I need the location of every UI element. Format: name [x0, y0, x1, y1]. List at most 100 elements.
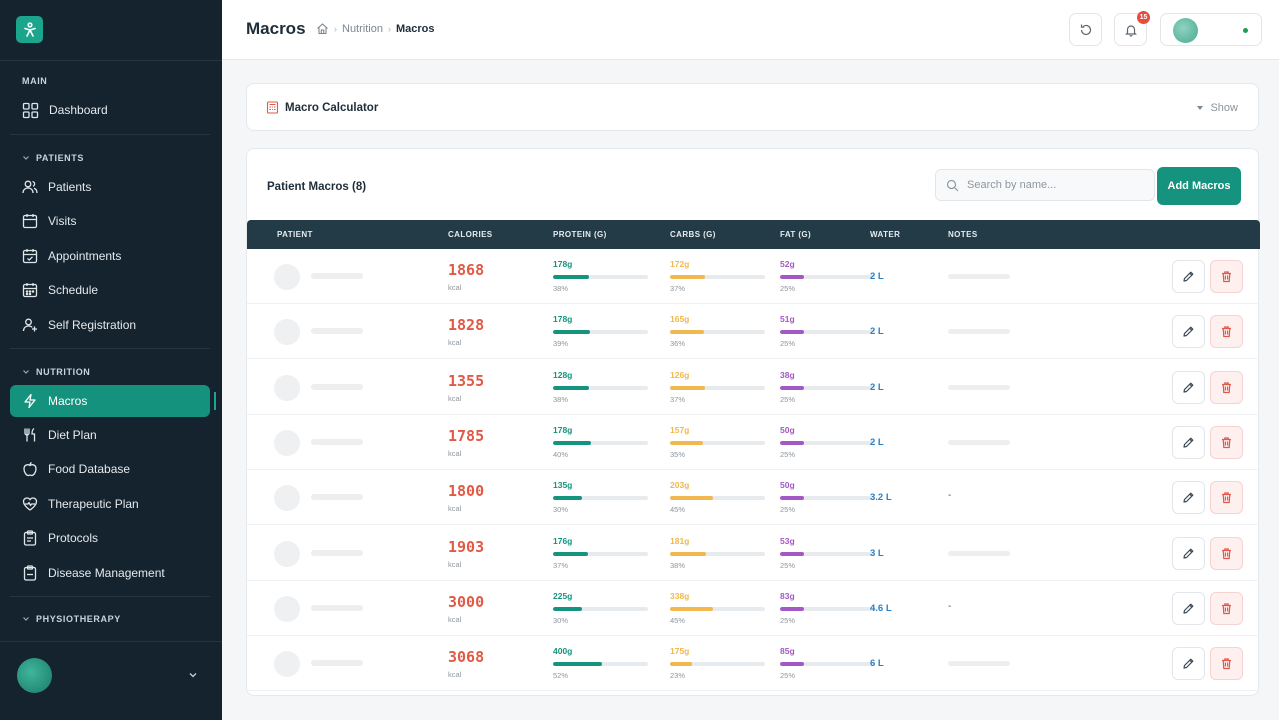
users-icon	[22, 180, 38, 194]
top-bar: Macros › Nutrition › Macros	[222, 0, 1279, 60]
table-row[interactable]: 1785 kcal 178g 40% 157g 35% 50g 25% 2 L	[247, 415, 1260, 470]
table-row[interactable]: 1828 kcal 178g 39% 165g 36% 51g 25% 2 L	[247, 304, 1260, 360]
protein-cell: 178g 40%	[553, 425, 648, 459]
carbs-percent: 23%	[670, 671, 686, 681]
carbs-bar-fill	[670, 440, 704, 445]
patient-name-placeholder	[311, 604, 363, 611]
delete-button[interactable]	[1210, 425, 1243, 459]
edit-button[interactable]	[1172, 647, 1205, 681]
fat-value: 38g	[780, 369, 795, 380]
calories-value: 1903	[448, 537, 485, 556]
home-icon[interactable]	[316, 22, 329, 35]
edit-button[interactable]	[1172, 370, 1205, 404]
protein-cell: 400g 52%	[553, 646, 648, 680]
carbs-bar	[670, 662, 765, 667]
sidebar-item-macros[interactable]: Macros	[10, 385, 210, 417]
protein-cell: 135g 30%	[553, 480, 648, 514]
sidebar-item-label: Schedule	[48, 283, 99, 297]
delete-button[interactable]	[1210, 481, 1243, 515]
edit-button[interactable]	[1172, 536, 1205, 570]
edit-button[interactable]	[1172, 481, 1205, 515]
fat-percent: 25%	[780, 449, 796, 459]
carbs-cell: 203g 45%	[670, 480, 765, 514]
section-physiotherapy[interactable]: PHYSIOTHERAPY	[22, 614, 121, 624]
protein-cell: 128g 38%	[553, 370, 648, 404]
search-box[interactable]	[935, 169, 1155, 201]
app-logo[interactable]	[16, 16, 43, 43]
protein-bar-fill	[553, 551, 589, 556]
notifications-button[interactable]	[1114, 13, 1147, 46]
edit-button[interactable]	[1172, 591, 1205, 625]
table-row[interactable]: 1903 kcal 176g 37% 181g 38% 53g 25% 3 L	[247, 526, 1260, 581]
macro-calculator-card: Macro Calculator Show	[246, 83, 1259, 131]
sidebar-item-self-registration[interactable]: Self Registration	[10, 309, 210, 341]
sidebar-item-dashboard[interactable]: Dashboard	[10, 94, 210, 126]
water-value: 3 L	[870, 547, 884, 559]
sidebar-item-label: Therapeutic Plan	[48, 497, 139, 511]
user-menu[interactable]	[1160, 13, 1262, 46]
fat-bar	[780, 606, 875, 611]
water-value: 2 L	[870, 436, 884, 448]
column-header-notes[interactable]: NOTES	[948, 230, 978, 239]
protein-cell: 178g 38%	[553, 259, 648, 293]
fat-cell: 85g 25%	[780, 646, 875, 680]
sidebar-item-diet-plan[interactable]: Diet Plan	[10, 419, 210, 451]
refresh-button[interactable]	[1069, 13, 1102, 46]
carbs-bar-fill	[670, 275, 706, 279]
column-header-calories[interactable]: CALORIES	[448, 230, 493, 239]
calories-unit: kcal	[448, 670, 462, 680]
carbs-percent: 36%	[670, 339, 686, 349]
sidebar-item-therapeutic-plan[interactable]: Therapeutic Plan	[10, 488, 210, 520]
carbs-percent: 37%	[670, 284, 686, 293]
edit-button[interactable]	[1172, 260, 1205, 293]
table-row[interactable]: 3000 kcal 225g 30% 338g 45% 83g 25% 4.6 L -	[247, 581, 1260, 636]
notes-placeholder	[948, 329, 1010, 335]
table-row[interactable]: 3068 kcal 400g 52% 175g 23% 85g 25% 6 L	[247, 636, 1260, 692]
section-main: MAIN	[22, 76, 47, 86]
delete-button[interactable]	[1210, 536, 1243, 570]
section-nutrition[interactable]: NUTRITION	[22, 367, 90, 377]
bell-icon	[1124, 24, 1137, 37]
section-patients[interactable]: PATIENTS	[22, 153, 84, 163]
delete-button[interactable]	[1210, 370, 1243, 404]
utensils-icon	[24, 427, 36, 442]
carbs-bar-fill	[670, 385, 706, 390]
delete-button[interactable]	[1210, 647, 1243, 681]
chevron-down-icon[interactable]	[188, 670, 198, 680]
fat-value: 50g	[780, 480, 795, 491]
column-header-fat[interactable]: FAT (G)	[780, 230, 812, 239]
edit-button[interactable]	[1172, 315, 1205, 349]
delete-button[interactable]	[1210, 260, 1243, 293]
table-row[interactable]: 1868 kcal 178g 38% 172g 37% 52g 25% 2 L	[247, 249, 1260, 304]
edit-button[interactable]	[1172, 425, 1205, 459]
user-avatar[interactable]	[17, 658, 52, 693]
sidebar-item-schedule[interactable]: Schedule	[10, 274, 210, 306]
delete-button[interactable]	[1210, 591, 1243, 625]
notes-placeholder	[948, 550, 1010, 556]
column-header-water[interactable]: WATER	[870, 230, 901, 239]
column-header-carbs[interactable]: CARBS (G)	[670, 230, 716, 239]
carbs-bar-fill	[670, 496, 713, 501]
sidebar-item-food-database[interactable]: Food Database	[10, 453, 210, 485]
table-row[interactable]: 1800 kcal 135g 30% 203g 45% 50g 25% 3.2 L -	[247, 470, 1260, 526]
sidebar-item-disease-management[interactable]: Disease Management	[10, 557, 210, 589]
protein-value: 400g	[553, 646, 573, 657]
sidebar-item-patients[interactable]: Patients	[10, 171, 210, 203]
add-macros-button[interactable]: Add Macros	[1157, 167, 1241, 205]
protein-value: 135g	[553, 480, 573, 491]
column-header-protein[interactable]: PROTEIN (G)	[553, 230, 607, 239]
calculator-toggle[interactable]: Show	[1196, 102, 1238, 114]
sidebar-item-visits[interactable]: Visits	[10, 205, 210, 237]
delete-button[interactable]	[1210, 315, 1243, 349]
sidebar-item-appointments[interactable]: Appointments	[10, 240, 210, 272]
sidebar-item-protocols[interactable]: Protocols	[10, 522, 210, 554]
breadcrumb-nutrition[interactable]: Nutrition	[342, 22, 383, 35]
protein-value: 176g	[553, 535, 573, 546]
sidebar-divider	[0, 641, 222, 642]
trash-icon	[1222, 603, 1231, 614]
calories-value: 1800	[448, 482, 485, 501]
table-row[interactable]: 1355 kcal 128g 38% 126g 37% 38g 25% 2 L	[247, 360, 1260, 415]
column-header-patient[interactable]: PATIENT	[277, 230, 313, 239]
search-input[interactable]	[967, 179, 1147, 191]
calories-value: 3000	[448, 592, 485, 611]
